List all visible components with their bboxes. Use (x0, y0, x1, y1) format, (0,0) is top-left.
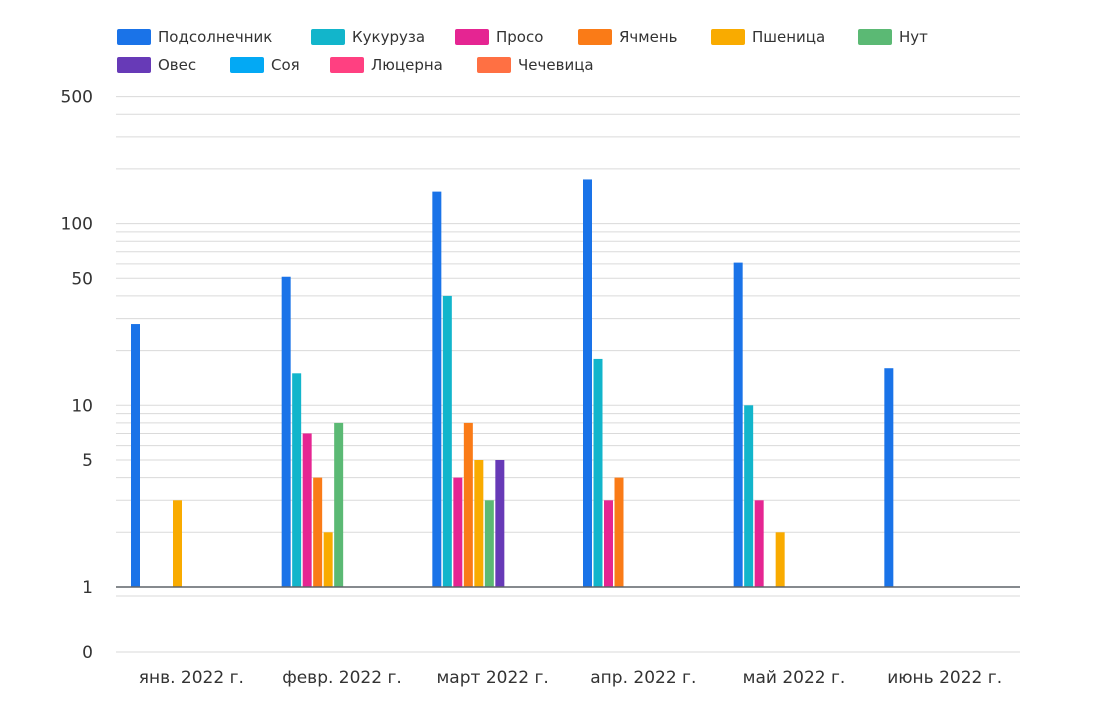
legend-label: Нут (899, 28, 928, 46)
grid-lines (116, 96, 1020, 653)
legend-swatch (455, 29, 489, 45)
x-tick-label: июнь 2022 г. (887, 668, 1002, 688)
bar (292, 373, 302, 587)
legend-label: Пшеница (752, 28, 825, 46)
y-tick-label: 50 (71, 269, 93, 289)
legend-item[interactable]: Кукуруза (311, 28, 425, 46)
x-tick-label: март 2022 г. (436, 668, 548, 688)
bar (334, 422, 344, 587)
legend-item[interactable]: Соя (230, 56, 300, 74)
bar (744, 405, 754, 587)
bar (131, 324, 140, 587)
bar (432, 191, 442, 587)
bar (583, 179, 592, 587)
bar (775, 532, 785, 587)
legend-item[interactable]: Пшеница (711, 28, 825, 46)
legend-swatch (230, 57, 264, 73)
legend-item[interactable]: Нут (858, 28, 928, 46)
bar (302, 433, 312, 587)
y-tick-label: 10 (71, 396, 93, 416)
bars (131, 179, 894, 587)
bar (884, 368, 894, 587)
legend-item[interactable]: Овес (117, 56, 196, 74)
bar (453, 477, 463, 587)
bar (484, 500, 494, 587)
bar (173, 500, 182, 587)
legend-item[interactable]: Ячмень (578, 28, 677, 46)
bar (614, 477, 624, 587)
legend-label: Овес (158, 56, 196, 74)
y-tick-label: 100 (61, 215, 93, 235)
bar (495, 460, 505, 587)
legend-label: Просо (496, 28, 543, 46)
legend-swatch (330, 57, 364, 73)
legend-swatch (117, 57, 151, 73)
legend: Подсолнечник Кукуруза Просо Ячмень Пшеница Ну… (117, 28, 928, 74)
legend-label: Кукуруза (352, 28, 425, 46)
y-tick-label: 500 (61, 88, 93, 108)
legend-swatch (311, 29, 345, 45)
bar (604, 500, 613, 587)
bar (281, 276, 291, 587)
y-tick-label: 5 (82, 451, 93, 471)
bar (442, 295, 452, 587)
legend-swatch (578, 29, 612, 45)
bar (733, 262, 743, 587)
legend-swatch (711, 29, 745, 45)
x-tick-label: апр. 2022 г. (590, 668, 696, 688)
legend-label: Люцерна (371, 56, 443, 74)
legend-swatch (477, 57, 511, 73)
bar (474, 460, 484, 587)
legend-item[interactable]: Люцерна (330, 56, 443, 74)
legend-label: Подсолнечник (158, 28, 272, 46)
x-tick-label: февр. 2022 г. (282, 668, 402, 688)
legend-label: Ячмень (619, 28, 677, 46)
bar (323, 532, 333, 587)
legend-label: Соя (271, 56, 300, 74)
bar (593, 358, 603, 587)
legend-label: Чечевица (518, 56, 594, 74)
x-tick-label: май 2022 г. (743, 668, 846, 688)
y-tick-label: 0 (82, 643, 93, 663)
bar (463, 422, 473, 587)
bar (754, 500, 764, 587)
legend-item[interactable]: Чечевица (477, 56, 594, 74)
x-axis-ticks: янв. 2022 г. февр. 2022 г. март 2022 г. апр… (139, 668, 1002, 688)
bar (313, 477, 323, 587)
legend-swatch (858, 29, 892, 45)
legend-item[interactable]: Просо (455, 28, 543, 46)
legend-item[interactable]: Подсолнечник (117, 28, 272, 46)
y-tick-label: 1 (82, 578, 93, 598)
x-tick-label: янв. 2022 г. (139, 668, 244, 688)
legend-swatch (117, 29, 151, 45)
